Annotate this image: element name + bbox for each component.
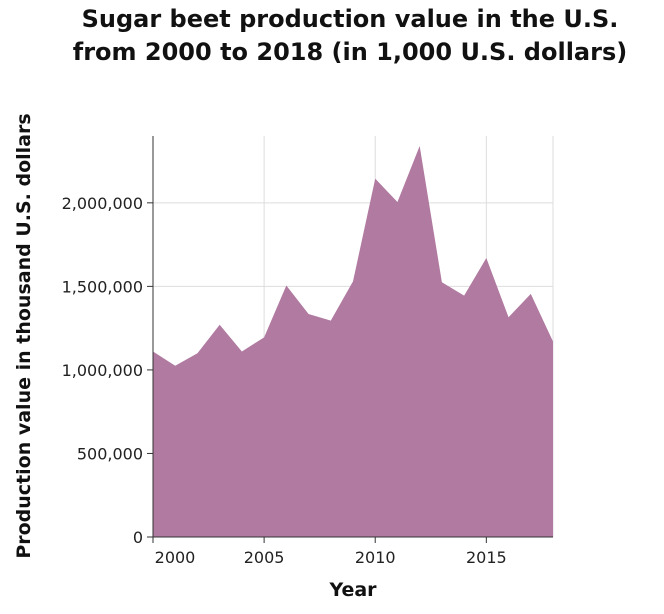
chart-title-line-2: from 2000 to 2018 (in 1,000 U.S. dollars… [73,38,627,66]
y-tick-label: 500,000 [77,444,143,463]
y-tick-label: 2,000,000 [62,194,143,213]
x-axis-title: Year [328,579,377,601]
chart-title-line-1: Sugar beet production value in the U.S. [82,5,619,33]
x-tick-label: 2010 [355,548,396,567]
tick-labels: 0 500,000 1,000,000 1,500,000 2,000,000 2000 2… [62,194,507,567]
y-tick-label: 1,000,000 [62,361,143,380]
y-axis-title: Production value in thousand U.S. dollar… [13,113,35,558]
y-tick-label: 0 [133,528,143,547]
x-tick-label: 2000 [155,548,196,567]
x-tick-label: 2015 [466,548,507,567]
y-tick-label: 1,500,000 [62,277,143,296]
axes [147,136,553,543]
area-fill [153,146,553,537]
area-series [153,146,553,537]
x-tick-label: 2005 [244,548,285,567]
